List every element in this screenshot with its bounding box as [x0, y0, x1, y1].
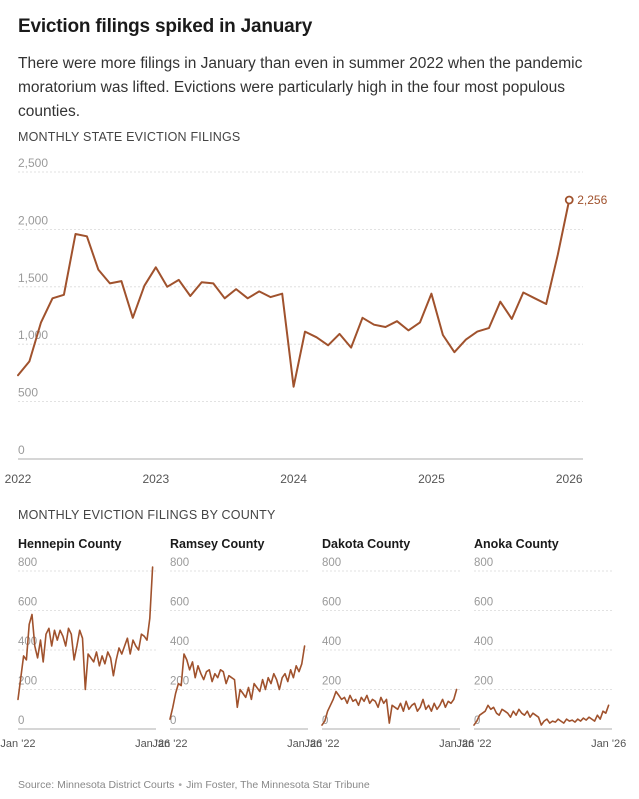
hennepin-x-tick-label: Jan '22 [0, 738, 35, 750]
ramsey-x-tick-label: Jan '26 [287, 738, 322, 750]
anoka-y-tick-label: 400 [474, 636, 493, 648]
state-series-line [17, 199, 571, 388]
state-y-tick-label: 1,000 [18, 328, 48, 342]
state-y-tick-label: 500 [18, 386, 38, 400]
state-y-tick-label: 2,000 [18, 213, 48, 227]
ramsey-series-line [169, 645, 306, 720]
hennepin-y-tick-label: 800 [18, 557, 37, 569]
state-x-tick-label: 2025 [418, 472, 445, 486]
chart-subtitle: There were more filings in January than … [18, 55, 583, 120]
state-y-tick-label: 0 [18, 443, 25, 457]
state-y-tick-label: 2,500 [18, 156, 48, 170]
ramsey-title: Ramsey County [170, 537, 265, 551]
state-end-point [564, 195, 574, 205]
state-y-tick-label: 1,500 [18, 271, 48, 285]
dakota-series-line [321, 688, 458, 726]
dakota-y-tick-label: 800 [322, 557, 341, 569]
state-line-chart: 0 500 1,000 1,500 2,000 2,500 2022 2023 2024 2025… [5, 156, 608, 486]
dakota-x-tick-label: Jan '26 [439, 738, 474, 750]
hennepin-y-tick-label: 200 [18, 676, 37, 688]
hennepin-y-tick-label: 600 [18, 597, 37, 609]
state-x-tick-label: 2023 [142, 472, 169, 486]
anoka-y-tick-label: 800 [474, 557, 493, 569]
state-x-tick-label: 2022 [5, 472, 32, 486]
dakota-title: Dakota County [322, 537, 410, 551]
ramsey-y-tick-label: 400 [170, 636, 189, 648]
state-end-label: 2,256 [577, 193, 607, 207]
ramsey-y-tick-label: 600 [170, 597, 189, 609]
ramsey-y-tick-label: 800 [170, 557, 189, 569]
dakota-x-tick-label: Jan '22 [304, 738, 339, 750]
anoka-series-line [473, 704, 610, 726]
chart-title: Eviction filings spiked in January [18, 16, 313, 37]
source-text: Source: Minnesota District Courts [18, 779, 175, 791]
dakota-y-tick-label: 200 [322, 676, 341, 688]
state-chart-label: MONTHLY STATE EVICTION FILINGS [18, 130, 241, 144]
anoka-x-tick-label: Jan '22 [456, 738, 491, 750]
dakota-y-tick-label: 400 [322, 636, 341, 648]
state-x-tick-label: 2024 [280, 472, 307, 486]
state-chart-group: 0 500 1,000 1,500 2,000 2,500 2022 2023 2024 2025… [5, 156, 608, 486]
hennepin-y-tick-label: 0 [18, 715, 24, 727]
state-x-tick-label: 2026 [556, 472, 583, 486]
hennepin-x-tick-label: Jan '26 [135, 738, 170, 750]
ramsey-y-tick-label: 0 [170, 715, 176, 727]
anoka-y-tick-label: 600 [474, 597, 493, 609]
ramsey-x-tick-label: Jan '22 [152, 738, 187, 750]
anoka-x-tick-label: Jan '26 [591, 738, 626, 750]
anoka-y-tick-label: 200 [474, 676, 493, 688]
ramsey-chart-group: Ramsey County 0 200 400 600 800 Jan '22 Jan '26 [152, 537, 322, 750]
hennepin-series-line [17, 566, 154, 701]
dakota-y-tick-label: 600 [322, 597, 341, 609]
county-section-label: MONTHLY EVICTION FILINGS BY COUNTY [18, 508, 276, 522]
hennepin-title: Hennepin County [18, 537, 122, 551]
credit-text: Jim Foster, The Minnesota Star Tribune [186, 779, 370, 791]
source-note: Source: Minnesota District Courts • Jim Fo… [18, 779, 370, 791]
anoka-title: Anoka County [474, 537, 559, 551]
source-separator: • [178, 779, 183, 791]
ramsey-y-tick-label: 200 [170, 676, 189, 688]
